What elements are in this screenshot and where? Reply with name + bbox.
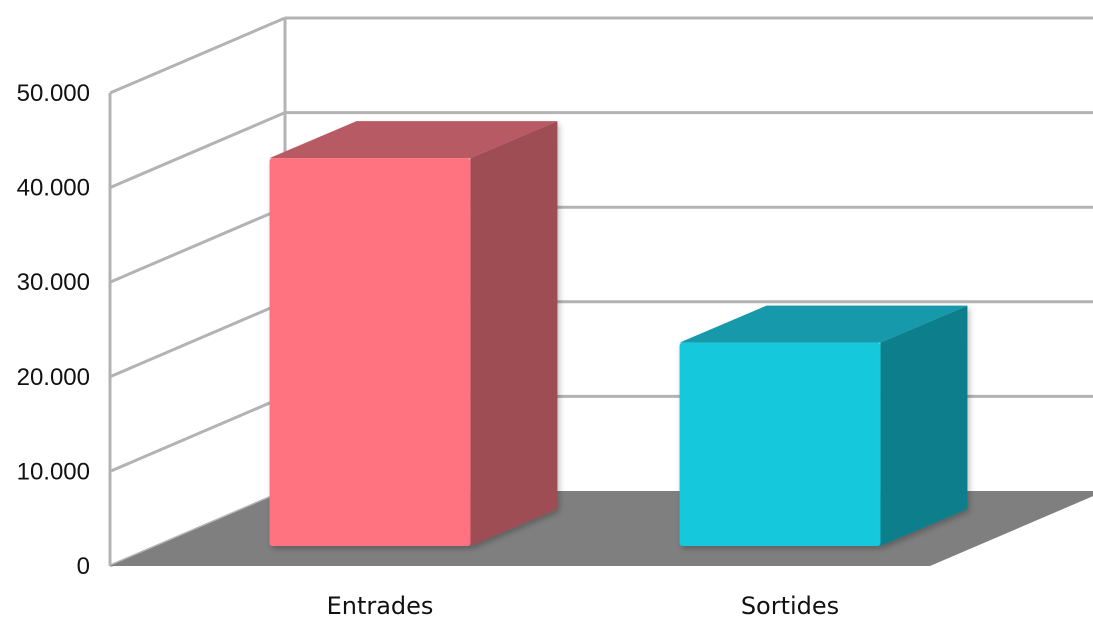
x-category-label: Sortides (741, 592, 839, 619)
gridline-side (109, 300, 286, 379)
x-category-label: Entrades (327, 592, 434, 619)
chart-frame (108, 18, 287, 566)
gridline-side (109, 395, 286, 473)
bar-side-face (470, 121, 558, 546)
bar-front-face (269, 158, 471, 546)
bar-side-face (880, 305, 968, 546)
gridline-side (109, 205, 286, 284)
y-tick-label: 40.000 (17, 175, 90, 202)
bar-top-face (269, 121, 558, 159)
gridline-side (109, 111, 286, 189)
y-tick-label: 30.000 (17, 269, 90, 296)
y-tick-label: 0 (77, 553, 90, 580)
bar-sortides (679, 305, 968, 546)
bar-entrades (269, 121, 558, 546)
y-tick-label: 50.000 (17, 80, 90, 107)
bar-top-face (679, 305, 968, 343)
bar-front-face (679, 342, 881, 546)
x-axis-categories: Entrades Sortides (327, 592, 840, 619)
y-tick-label: 20.000 (17, 364, 90, 391)
bars (269, 121, 968, 546)
y-tick-label: 10.000 (17, 458, 90, 485)
gridline-side (109, 16, 286, 95)
y-axis-ticks: 0 10.000 20.000 30.000 40.000 50.000 (17, 80, 90, 580)
